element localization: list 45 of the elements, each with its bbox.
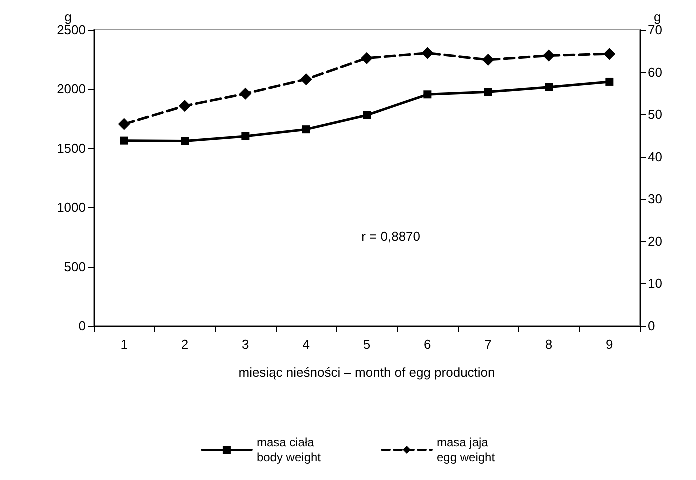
y2-tick-label: 20 — [648, 234, 662, 249]
x-axis-title: miesiąc nieśności – month of egg production — [238, 365, 496, 380]
point — [604, 48, 616, 60]
y-tick-label: 500 — [64, 259, 86, 274]
y2-axis-title: g — [654, 10, 662, 25]
point — [118, 118, 130, 130]
x-tick-label: 7 — [484, 337, 492, 352]
point — [361, 52, 373, 64]
point — [424, 90, 432, 99]
y2-tick-label: 30 — [648, 192, 662, 207]
point — [363, 111, 371, 120]
y-axis-title: g — [64, 10, 72, 25]
y2-tick-label: 10 — [648, 276, 662, 292]
point — [240, 88, 252, 100]
y2-tick-label: 60 — [648, 64, 662, 80]
y2-tick-label: 50 — [648, 107, 662, 122]
point — [181, 137, 189, 146]
y2-tick-label: 40 — [648, 149, 662, 164]
point — [302, 126, 310, 134]
x-tick-label: 2 — [181, 337, 189, 352]
y-tick-label: 1000 — [57, 200, 86, 216]
x-tick-label: 6 — [424, 337, 432, 352]
point — [242, 132, 250, 140]
x-tick-label: 8 — [545, 337, 553, 352]
point — [545, 83, 553, 92]
y-tick-label: 2000 — [57, 82, 86, 97]
legend-label: masa jaja egg weight — [437, 436, 496, 464]
point — [179, 100, 191, 112]
point — [543, 50, 555, 62]
x-tick-label: 3 — [242, 337, 250, 352]
annotation: r = 0,8870 — [362, 229, 421, 244]
point — [482, 54, 494, 66]
point — [484, 88, 492, 96]
point — [300, 73, 312, 86]
point — [606, 78, 614, 86]
point — [120, 136, 128, 145]
y-tick-label: 1500 — [57, 140, 86, 156]
x-tick-label: 1 — [120, 337, 128, 352]
x-tick-label: 5 — [363, 337, 371, 352]
x-tick-label: 9 — [606, 337, 614, 352]
y2-tick-label: 0 — [648, 318, 656, 334]
point — [422, 47, 434, 60]
legend-label: masa ciała body weight — [256, 436, 322, 464]
x-tick-label: 4 — [302, 337, 310, 352]
y-tick-label: 0 — [78, 318, 86, 334]
